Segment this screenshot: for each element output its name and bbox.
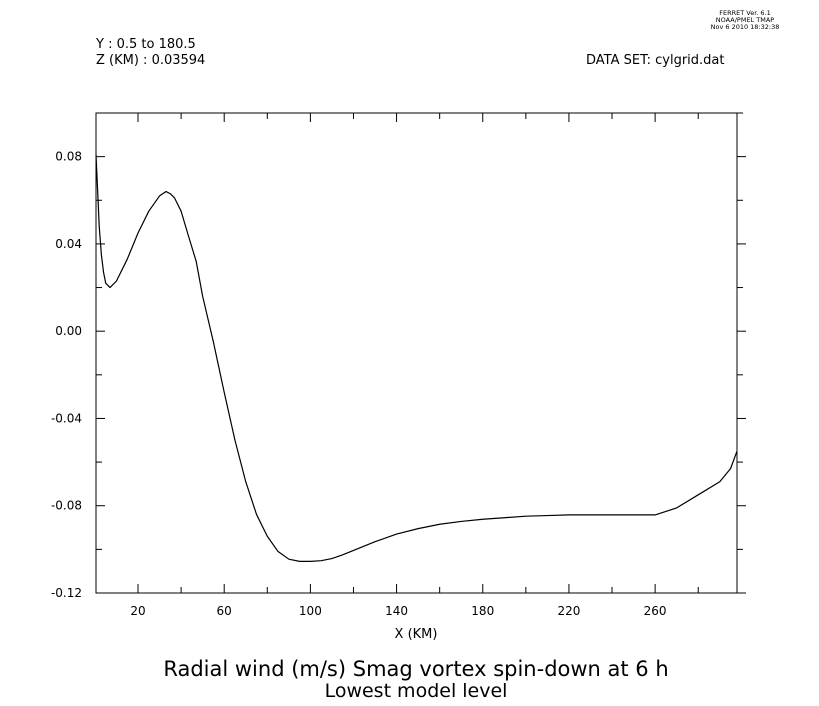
y-axis-ticks: -0.12 -0.08 -0.04 0.00 0.04 0.08 — [51, 112, 746, 600]
z-level-label: Z (KM) : 0.03594 — [96, 53, 205, 68]
y-tick-label: -0.12 — [51, 586, 82, 600]
dataset-label: DATA SET: cylgrid.dat — [586, 53, 724, 68]
y-tick-label: 0.04 — [55, 237, 82, 251]
plot-frame — [95, 112, 738, 594]
x-tick-label: 20 — [130, 604, 145, 618]
x-tick-label: 100 — [299, 604, 322, 618]
series-group — [95, 154, 738, 562]
ferret-version-label: FERRET Ver. 6.1 — [719, 9, 771, 17]
y-tick-label: -0.04 — [51, 411, 82, 425]
y-tick-label: 0.08 — [55, 150, 82, 164]
x-axis-label: X (KM) — [395, 627, 438, 642]
ferret-timestamp-label: Nov 6 2010 18:32:38 — [711, 23, 780, 31]
ferret-org-label: NOAA/PMEL TMAP — [716, 16, 774, 24]
x-tick-label: 180 — [471, 604, 494, 618]
x-tick-label: 60 — [217, 604, 232, 618]
x-tick-label: 140 — [385, 604, 408, 618]
y-tick-label: -0.08 — [51, 499, 82, 513]
x-tick-label: 260 — [644, 604, 667, 618]
series-line — [95, 154, 738, 562]
x-tick-label: 220 — [557, 604, 580, 618]
chart-subtitle: Lowest model level — [325, 680, 508, 702]
y-range-label: Y : 0.5 to 180.5 — [95, 37, 196, 52]
y-tick-label: 0.00 — [55, 324, 82, 338]
x-axis-ticks: 20 60 100 140 180 220 260 — [130, 113, 699, 618]
chart-title: Radial wind (m/s) Smag vortex spin-down … — [163, 657, 668, 681]
